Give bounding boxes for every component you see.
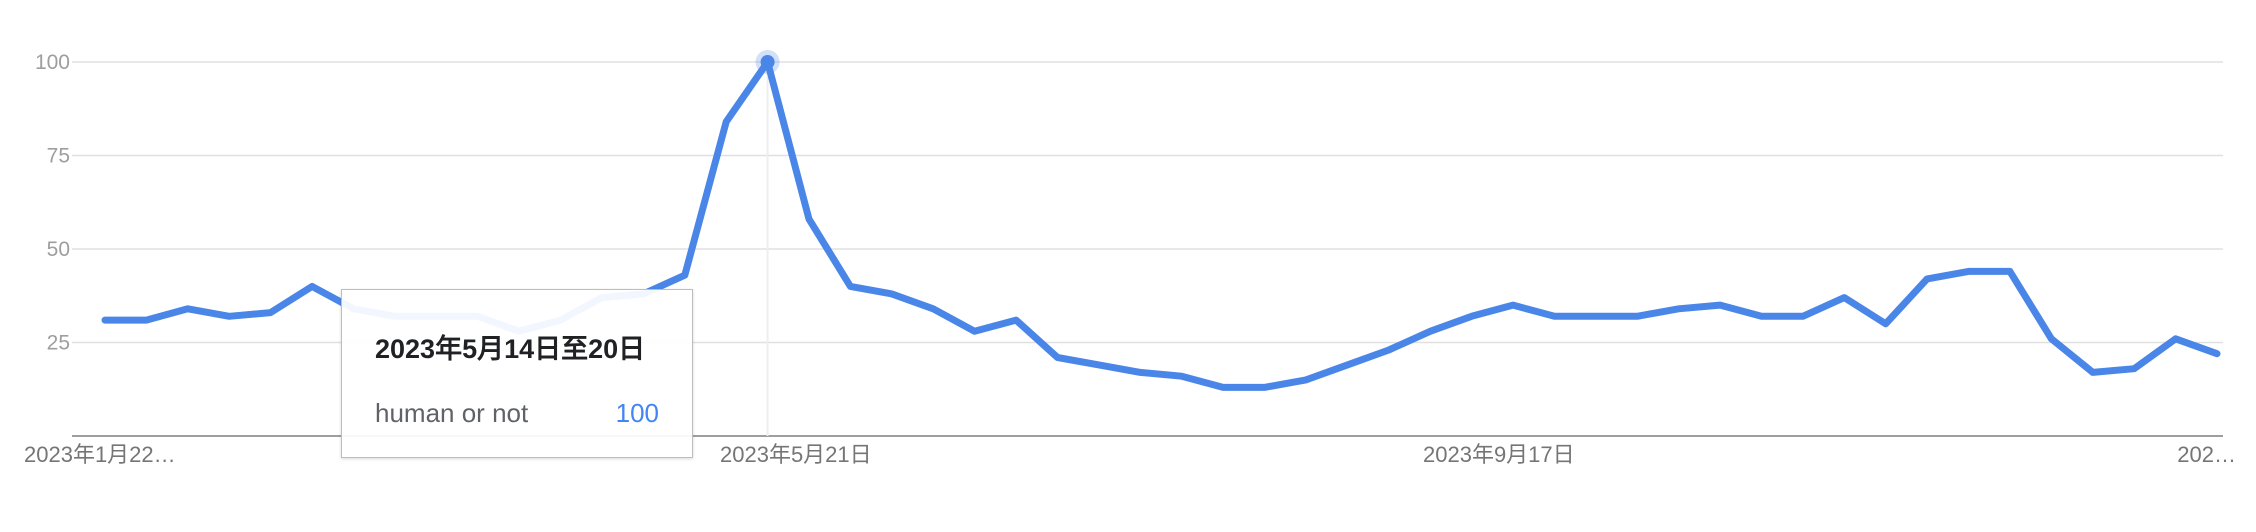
x-tick-label: 2023年1月22… xyxy=(24,442,176,467)
y-tick-label: 75 xyxy=(47,145,70,168)
y-tick-label: 100 xyxy=(35,51,70,74)
highlight-point[interactable] xyxy=(760,55,775,69)
tooltip: 2023年5月14日至20日 human or not 100 xyxy=(341,289,693,458)
y-tick-label: 25 xyxy=(47,332,70,355)
x-axis-ticks: 2023年1月22… 2023年5月21日 2023年9月17日 202… xyxy=(24,442,2236,467)
tooltip-value: 100 xyxy=(615,398,659,428)
x-tick-label: 2023年5月21日 xyxy=(720,442,872,467)
y-axis-ticks: 25 50 75 100 xyxy=(35,51,70,355)
x-tick-label: 2023年9月17日 xyxy=(1423,442,1575,467)
x-tick-label: 202… xyxy=(2177,442,2236,467)
y-tick-label: 50 xyxy=(47,238,70,261)
tooltip-series-label: human or not xyxy=(375,398,529,428)
gridlines xyxy=(72,61,2223,344)
tooltip-date-range: 2023年5月14日至20日 xyxy=(375,334,646,364)
